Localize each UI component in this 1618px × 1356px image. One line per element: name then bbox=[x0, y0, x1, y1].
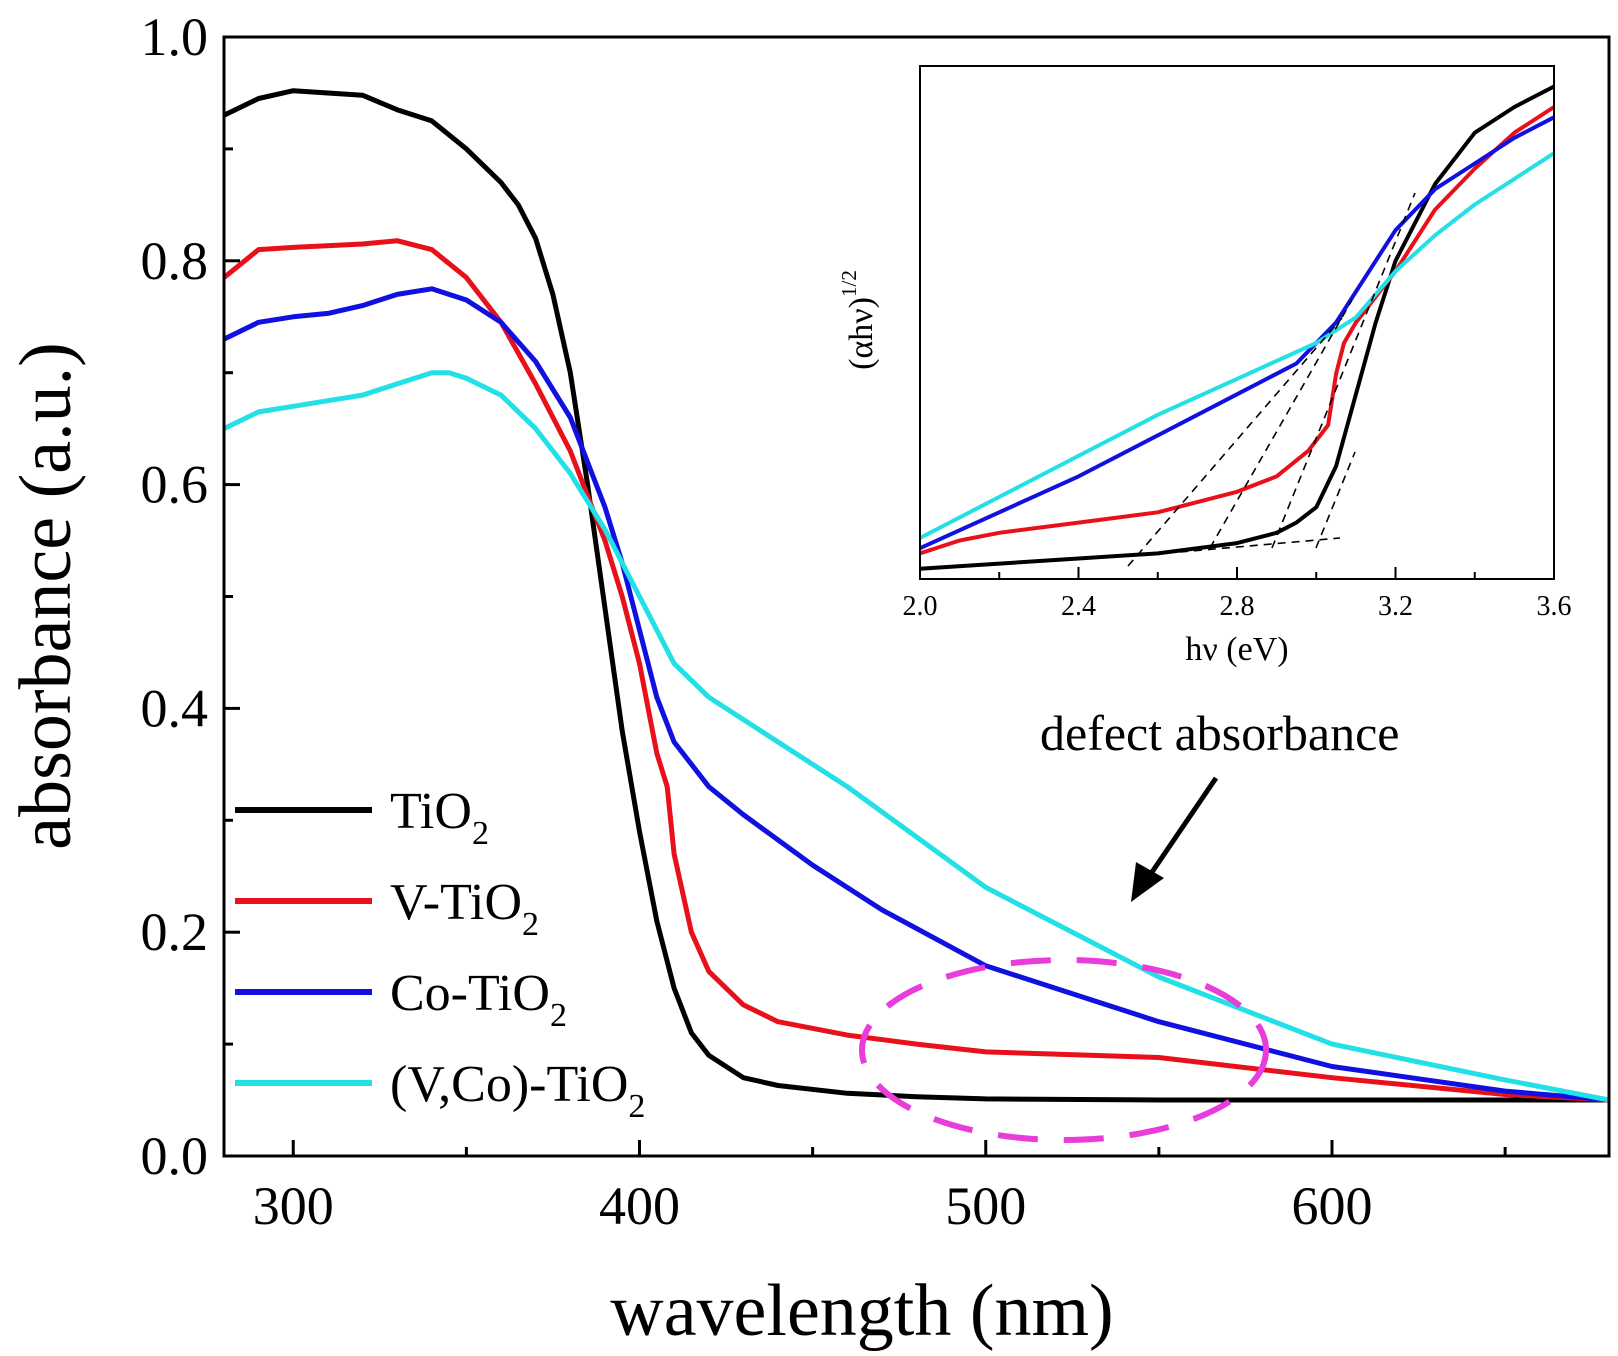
inset-plot-background bbox=[920, 66, 1554, 579]
defect-annotation: defect absorbance bbox=[859, 705, 1400, 1143]
main-y-tick-label: 0.4 bbox=[141, 678, 209, 738]
inset-x-tick-label: 3.6 bbox=[1537, 591, 1572, 622]
legend-label-base: V-TiO bbox=[390, 874, 522, 931]
inset-x-tick-label: 2.0 bbox=[903, 591, 938, 622]
inset-x-tick-label: 2.4 bbox=[1061, 591, 1096, 622]
main-series-line bbox=[222, 286, 1610, 1103]
defect-arrow-line bbox=[1145, 776, 1219, 880]
inset-tangent-lines bbox=[1127, 192, 1416, 567]
legend-label-subscript: 2 bbox=[628, 1088, 645, 1125]
inset-x-axis-label: hν (eV) bbox=[1185, 631, 1288, 668]
tangent-line bbox=[1315, 451, 1356, 549]
main-y-axis-label: absorbance (a.u.) bbox=[5, 342, 87, 849]
defect-annotation-text: defect absorbance bbox=[1040, 705, 1400, 761]
baseline-tangent bbox=[1179, 537, 1341, 553]
legend-label-subscript: 2 bbox=[472, 815, 489, 852]
main-y-tick-label: 0.8 bbox=[141, 231, 209, 291]
main-y-tick-label: 0.6 bbox=[141, 455, 209, 515]
main-series-line bbox=[222, 88, 1609, 1103]
inset-series-line bbox=[919, 115, 1555, 551]
main-series-line bbox=[222, 238, 1610, 1103]
main-y-tick-label: 0.2 bbox=[141, 902, 209, 962]
main-series-line bbox=[222, 370, 1610, 1103]
tangent-line bbox=[1271, 192, 1416, 549]
legend-label-base: Co-TiO bbox=[390, 965, 550, 1022]
main-y-tick-label: 1.0 bbox=[141, 7, 209, 67]
inset-x-tick-label: 3.2 bbox=[1378, 591, 1413, 622]
inset-x-tick-label: 2.8 bbox=[1220, 591, 1255, 622]
defect-region-ellipse bbox=[859, 957, 1269, 1143]
legend-label-base: TiO bbox=[390, 783, 472, 840]
tangent-line bbox=[1209, 299, 1353, 549]
tangent-line bbox=[1127, 317, 1343, 567]
legend-label: V-TiO2 bbox=[390, 874, 539, 943]
main-y-tick-label: 0.0 bbox=[141, 1126, 209, 1186]
inset-series-line bbox=[919, 151, 1556, 540]
inset-series-line bbox=[919, 84, 1555, 571]
legend-label: TiO2 bbox=[390, 783, 489, 852]
defect-arrow-head bbox=[1131, 862, 1164, 902]
main-x-tick-label: 400 bbox=[599, 1176, 680, 1236]
legend-label: Co-TiO2 bbox=[390, 965, 567, 1034]
main-x-tick-label: 600 bbox=[1292, 1176, 1373, 1236]
legend-label-subscript: 2 bbox=[522, 906, 539, 943]
main-x-axis-label: wavelength (nm) bbox=[610, 1270, 1113, 1352]
main-plot: 300 400 500 600 0.0 0.2 0.4 0.6 0.8 1.0 wavelengt… bbox=[5, 7, 1611, 1352]
legend-label-base: (V,Co)-TiO bbox=[390, 1056, 628, 1113]
inset-y-axis-label: (αhν)1/2 bbox=[837, 270, 880, 370]
inset-y-axis-label-base: (αhν) bbox=[843, 297, 880, 370]
main-x-tick-label: 500 bbox=[945, 1176, 1026, 1236]
inset-y-axis-label-sup: 1/2 bbox=[837, 270, 861, 297]
legend-label: (V,Co)-TiO2 bbox=[390, 1056, 645, 1125]
legend-label-subscript: 2 bbox=[550, 997, 567, 1034]
inset-plot: 2.0 2.4 2.8 3.2 3.6 hν (eV) (αhν)1/2 bbox=[837, 65, 1572, 668]
main-x-tick-label: 300 bbox=[253, 1176, 334, 1236]
